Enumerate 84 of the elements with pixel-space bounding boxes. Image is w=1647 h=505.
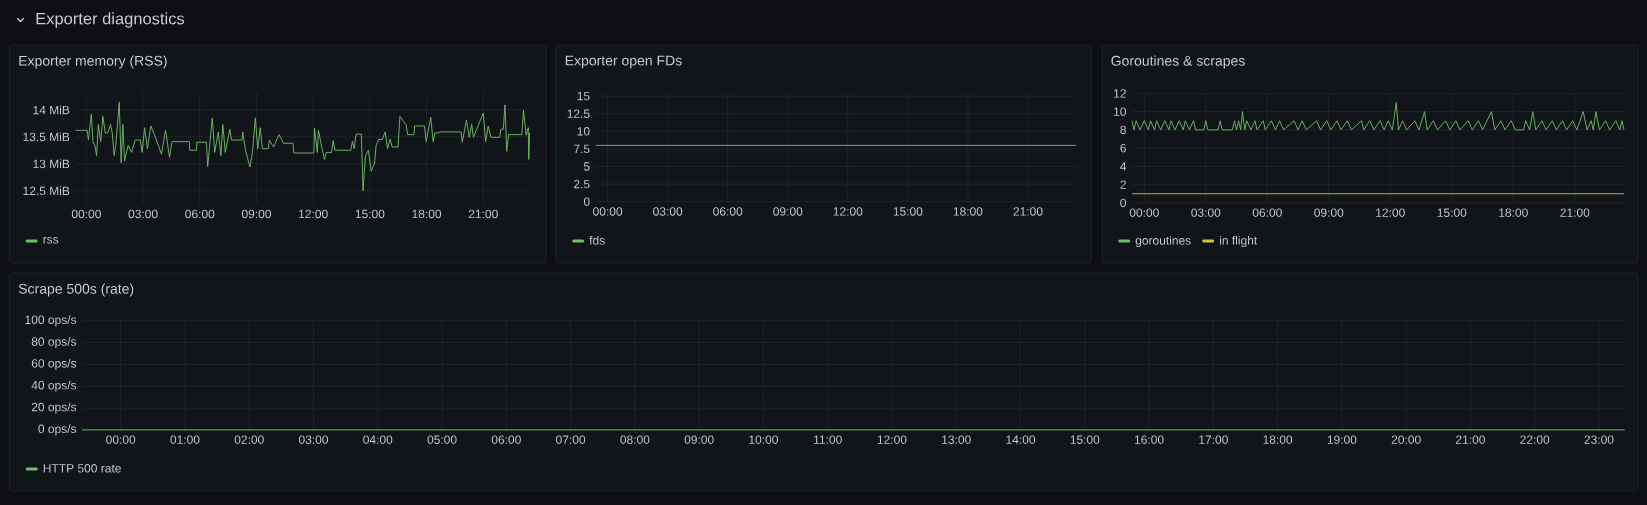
y-tick-label: 2.5 [573,179,590,189]
x-tick-label: 11:00 [814,435,842,444]
y-tick-label: 15 [577,91,590,101]
x-tick-label: 15:00 [1070,435,1100,444]
chart-title: Goroutines & scrapes [1111,55,1245,69]
x-tick-label: 00:00 [71,209,101,219]
x-tick-label: 00:00 [1129,208,1159,217]
x-tick-label: 18:00 [1499,208,1528,217]
y-tick-label: 12 [1114,89,1126,98]
x-tick-label: 04:00 [363,435,393,444]
x-tick-label: 09:00 [684,435,714,444]
x-tick-label: 15:00 [893,207,923,216]
legend-label: HTTP 500 rate [43,464,121,473]
x-tick-label: 18:00 [412,209,442,219]
y-tick-label: 2 [1120,180,1126,189]
text: Exporter diagnostics [36,12,185,28]
x-tick-label: 13:00 [942,435,971,444]
x-tick-label: 03:00 [1191,208,1221,217]
x-tick-label: 21:00 [1013,207,1043,216]
chart-title: Exporter memory (RSS) [19,55,167,69]
x-tick-label: 15:00 [355,209,385,219]
x-tick-label: 02:00 [234,435,264,444]
legend-label: rss [43,237,59,244]
x-tick-label: 03:00 [653,207,683,216]
y-tick-label: 5 [583,162,590,171]
x-tick-label: 06:00 [1252,208,1282,217]
y-tick-label: 7.5 [574,144,590,154]
x-tick-label: 22:00 [1520,435,1550,444]
x-tick-label: 06:00 [185,209,215,219]
y-tick-label: 13 MiB [33,159,70,169]
x-tick-label: 06:00 [713,207,743,216]
x-tick-label: 21:00 [468,209,498,219]
x-tick-label: 03:00 [128,209,158,219]
y-tick-label: 6 [1120,143,1126,153]
x-tick-label: 12:00 [299,209,328,219]
x-tick-label: 14:00 [1006,435,1036,444]
x-tick-label: 09:00 [241,209,272,219]
x-tick-label: 23:00 [1584,435,1614,444]
line-series [1131,102,1625,131]
x-tick-label: 03:00 [298,435,329,444]
y-tick-label: 0 [583,197,590,206]
y-tick-label: 0 ops/s [38,424,77,436]
x-tick-label: 12:00 [1376,208,1405,217]
x-tick-label: 16:00 [1134,435,1164,444]
legend-label: in flight [1220,235,1258,248]
y-tick-label: 80 ops/s [31,337,77,349]
x-tick-label: 18:00 [953,207,983,216]
x-tick-label: 21:00 [1560,208,1590,217]
y-tick-label: 20 ops/s [31,402,77,414]
x-tick-label: 17:00 [1199,435,1228,444]
line-series [74,101,530,192]
x-tick-label: 09:00 [773,207,803,216]
chart-title: Exporter open FDs [565,55,682,69]
y-tick-label: 40 ops/s [31,380,77,392]
y-tick-label: 12.5 MiB [23,186,70,196]
x-tick-label: 12:00 [833,207,863,216]
y-tick-label: 60 ops/s [31,358,77,371]
y-tick-label: 12.5 [567,109,590,118]
x-tick-label: 19:00 [1327,435,1357,444]
y-tick-label: 14 MiB [33,105,70,115]
y-tick-label: 13.5 MiB [23,132,70,142]
y-tick-label: 0 [1120,198,1127,208]
x-tick-label: 09:00 [1314,208,1344,217]
x-tick-label: 00:00 [593,207,623,216]
x-tick-label: 10:00 [749,435,778,444]
x-tick-label: 05:00 [427,435,457,444]
x-tick-label: 08:00 [620,435,650,444]
x-tick-label: 18:00 [1263,435,1293,444]
y-tick-label: 4 [1120,162,1127,171]
x-tick-label: 20:00 [1391,435,1421,444]
y-tick-label: 8 [1120,125,1126,135]
y-tick-label: 10 [577,127,590,136]
x-tick-label: 00:00 [106,435,136,444]
y-tick-label: 100 ops/s [25,315,77,327]
x-tick-label: 07:00 [556,435,586,444]
legend-label: fds [589,235,605,245]
chart-title: Scrape 500s (rate) [18,283,134,297]
x-tick-label: 15:00 [1437,208,1467,217]
legend-label: goroutines [1135,235,1191,248]
y-tick-label: 10 [1114,107,1127,116]
x-tick-label: 12:00 [877,435,907,444]
x-tick-label: 06:00 [491,435,521,444]
x-tick-label: 01:00 [170,435,200,444]
x-tick-label: 21:00 [1456,435,1485,444]
